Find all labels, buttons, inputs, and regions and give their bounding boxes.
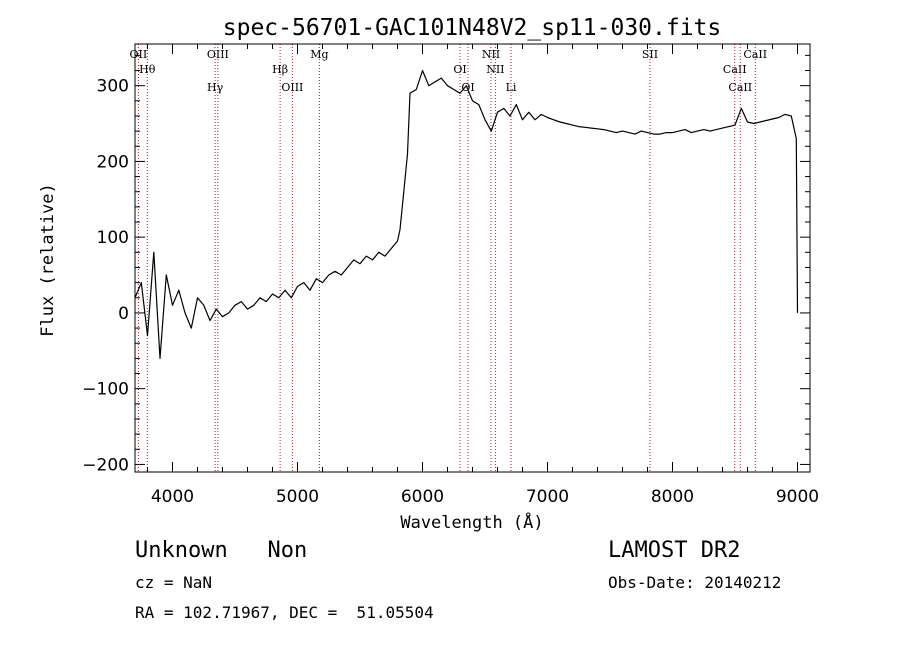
x-tick-label: 7000 [526, 487, 569, 507]
y-tick-label: −200 [82, 455, 129, 475]
redshift-readout: cz = NaN [135, 573, 213, 592]
line-marker-label: NII [482, 48, 500, 61]
line-marker-label: Mg [310, 48, 328, 61]
y-tick-label: 0 [118, 304, 129, 324]
survey-label: LAMOST DR2 [608, 538, 741, 563]
line-marker-label: OI [453, 63, 466, 76]
plot-frame [134, 43, 811, 473]
y-tick-label: 100 [97, 228, 129, 248]
spectrum-series [134, 69, 799, 359]
observation-date: Obs-Date: 20140212 [608, 573, 782, 592]
class-label: Unknown Non [135, 538, 308, 563]
axis-ticks: 4000 5000 6000 7000 8000 9000 −200 −100 0 100 200 3… [82, 44, 819, 507]
line-marker-label: Hθ [139, 63, 156, 76]
line-marker-label: Hβ [272, 63, 288, 76]
y-tick-label: 200 [97, 152, 129, 172]
line-marker-label: OII [130, 48, 148, 61]
line-marker-label: Hγ [207, 81, 224, 94]
x-tick-label: 9000 [776, 487, 819, 507]
line-marker-label: OI [461, 81, 474, 94]
chart-title: spec-56701-GAC101N48V2_sp11-030.fits [223, 15, 722, 41]
x-tick-label: 4000 [151, 487, 194, 507]
x-tick-label: 5000 [276, 487, 319, 507]
coordinates-readout: RA = 102.71967, DEC = 51.05504 [135, 603, 434, 622]
y-tick-label: −100 [82, 380, 129, 400]
x-tick-label: 8000 [651, 487, 694, 507]
x-axis-label: Wavelength (Å) [400, 511, 543, 533]
line-marker-label: SII [642, 48, 658, 61]
line-marker-label: OIII [207, 48, 229, 61]
line-marker-label: Li [506, 81, 517, 94]
y-axis-label: Flux (relative) [38, 183, 58, 337]
x-tick-label: 6000 [401, 487, 444, 507]
line-marker-label: OIII [281, 81, 303, 94]
line-marker-label: CaII [723, 63, 747, 76]
y-tick-label: 300 [97, 77, 129, 97]
line-marker-label: NII [486, 63, 504, 76]
line-marker-label: CaII [743, 48, 767, 61]
emission-line-markers: OIIHθHγOIIIHβOIIIMgOIOINIINIILiSIICaIICa… [130, 44, 767, 472]
line-marker-label: CaII [728, 81, 752, 94]
spectrum-line-0 [134, 69, 799, 359]
